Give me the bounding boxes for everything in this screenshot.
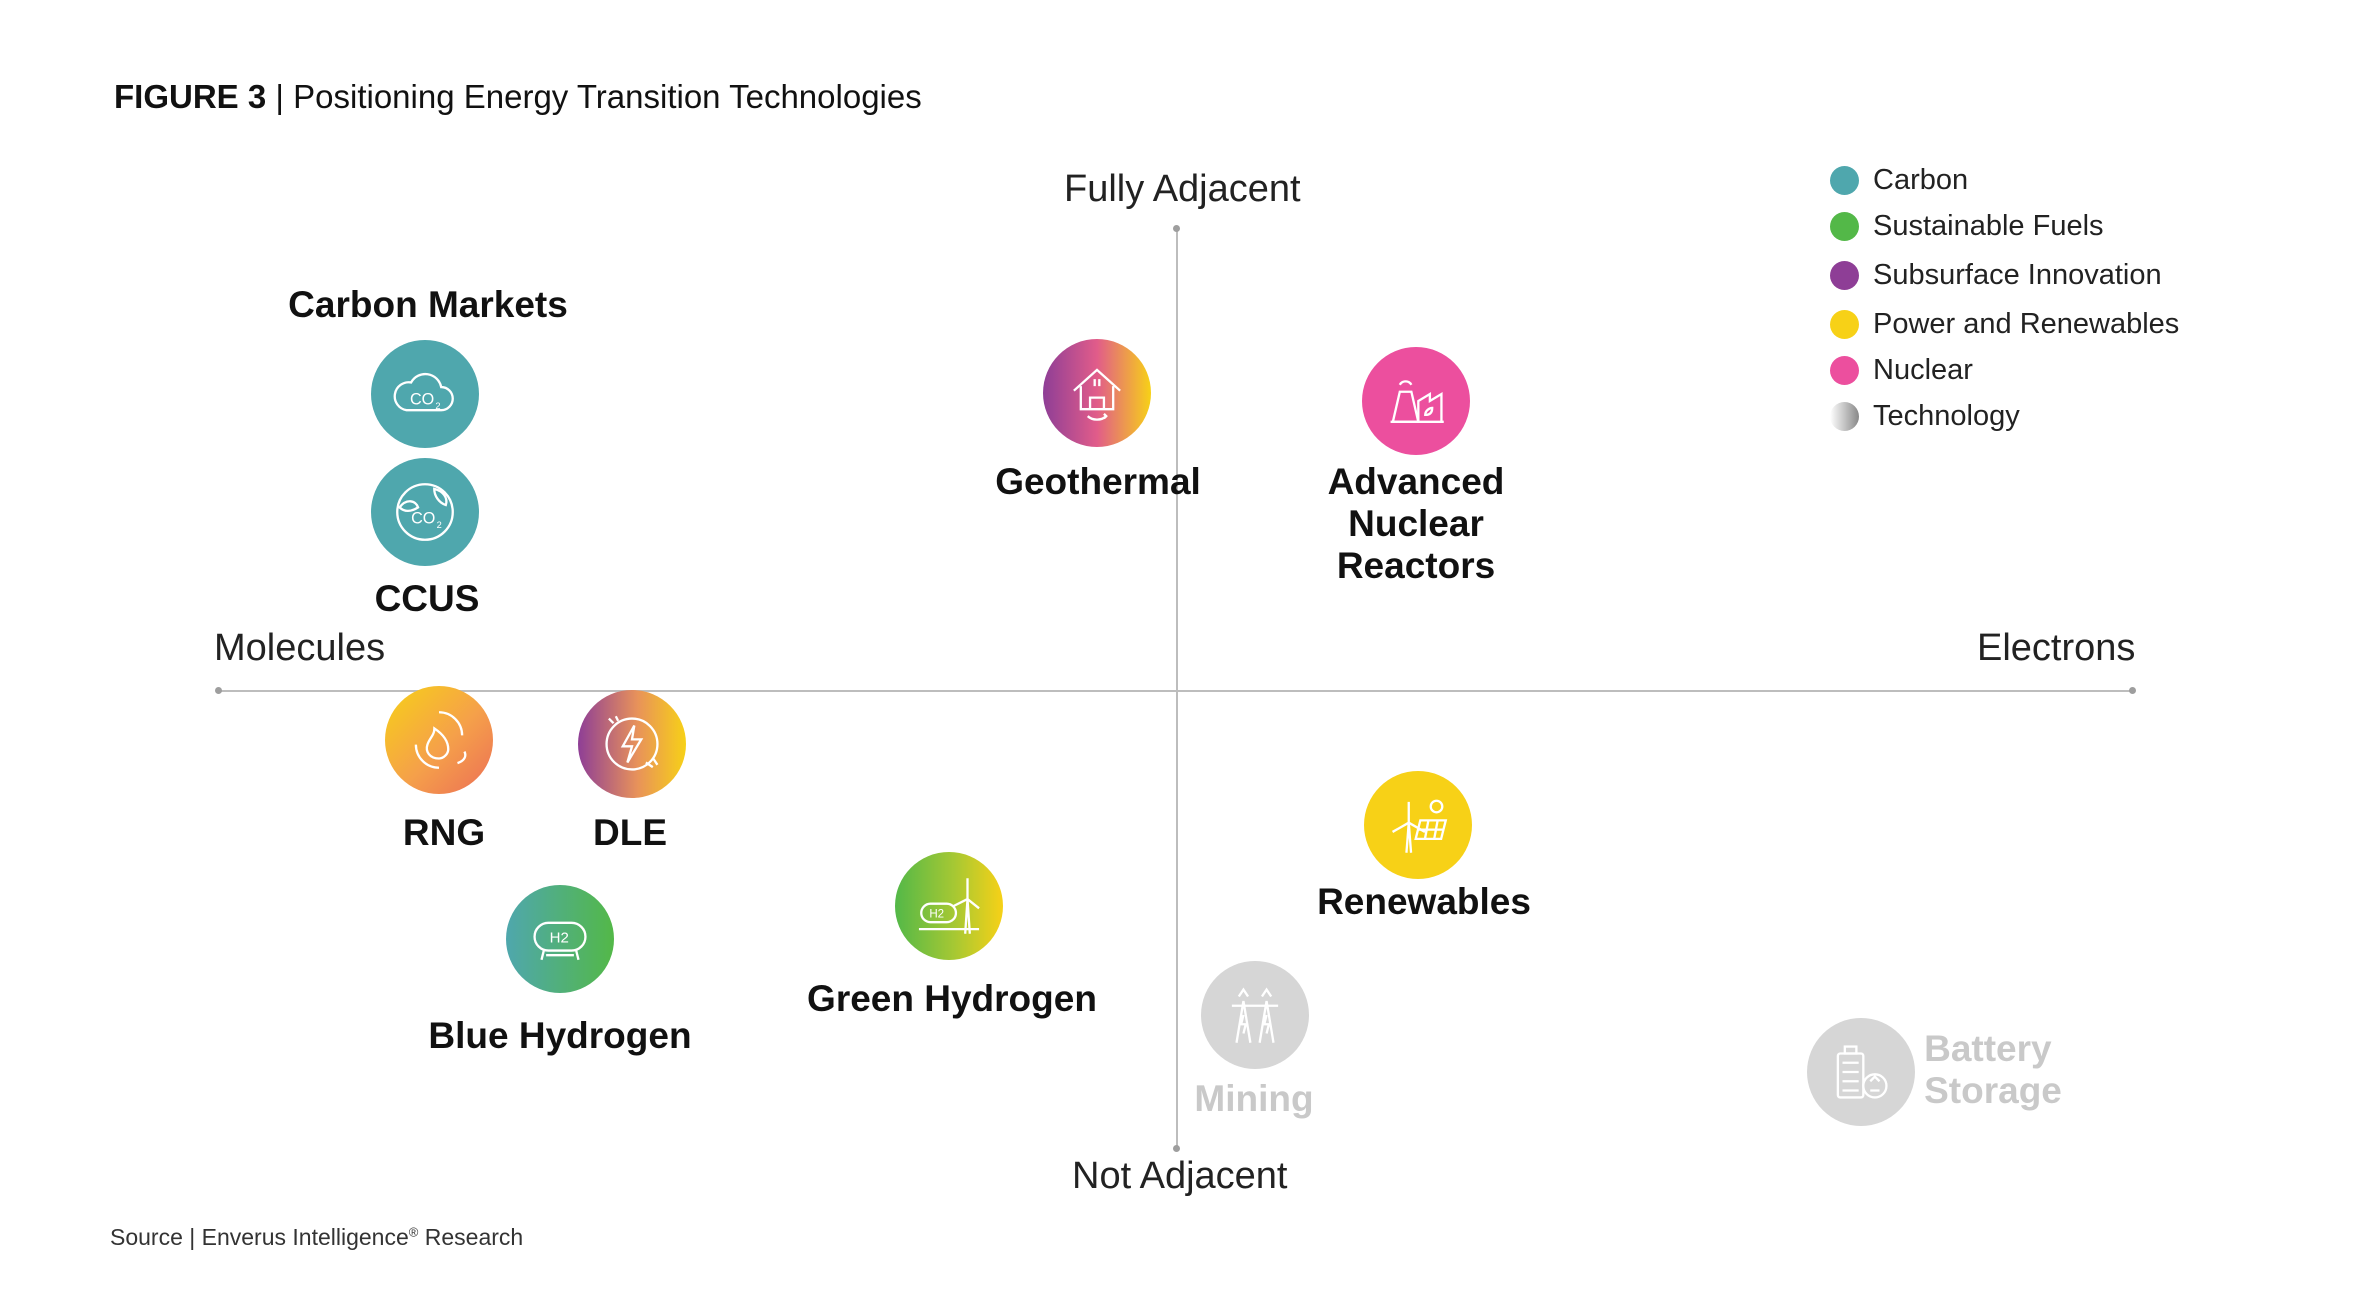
transmission-tower-icon [1231, 987, 1279, 1043]
horizontal-axis [218, 690, 2132, 692]
wind-solar-icon [1391, 799, 1448, 853]
figure-subtitle: Positioning Energy Transition Technologi… [293, 78, 922, 115]
dle-label: DLE [593, 812, 667, 853]
carbon-markets-label: Carbon Markets [288, 284, 568, 325]
axis-end-left [215, 687, 222, 694]
lightning-plug-icon [605, 715, 659, 771]
vertical-axis [1176, 229, 1178, 1149]
advanced-nuclear-node [1362, 347, 1470, 455]
figure-title: FIGURE 3 | Positioning Energy Transition… [114, 78, 922, 116]
legend-swatch-icon [1830, 211, 1859, 241]
battery-storage-line-2: Storage [1924, 1070, 2062, 1111]
advanced-nuclear-line-1: Advanced [1327, 461, 1505, 502]
legend-item-carbon: Carbon [1830, 157, 2179, 203]
source-note: Source | Enverus Intelligence® Research [110, 1224, 523, 1251]
axis-label-bottom: Not Adjacent [1072, 1155, 1288, 1197]
mining-node [1201, 961, 1309, 1069]
legend: Carbon Sustainable Fuels Subsurface Inno… [1830, 157, 2179, 439]
h2-wind-icon: H2 [918, 878, 980, 934]
co2-leaf-icon: CO 2 [396, 483, 454, 541]
svg-text:CO: CO [410, 390, 434, 408]
legend-label: Carbon [1873, 163, 1969, 196]
legend-item-technology: Technology [1830, 393, 2179, 439]
legend-label: Sustainable Fuels [1873, 209, 2104, 242]
svg-text:2: 2 [437, 520, 442, 530]
legend-item-nuclear: Nuclear [1830, 347, 2179, 393]
legend-label: Power and Renewables [1873, 307, 2180, 340]
legend-swatch-icon [1830, 260, 1859, 290]
geothermal-label: Geothermal [995, 461, 1201, 502]
legend-label: Nuclear [1873, 353, 1973, 386]
legend-swatch-icon [1830, 401, 1859, 431]
legend-item-sustainable-fuels: Sustainable Fuels [1830, 203, 2179, 249]
dle-node [578, 690, 686, 798]
advanced-nuclear-label: Advanced Nuclear Reactors [1328, 461, 1505, 587]
legend-label: Subsurface Innovation [1873, 258, 2162, 291]
source-text: Source | Enverus Intelligence [110, 1224, 409, 1250]
legend-item-subsurface-innovation: Subsurface Innovation [1830, 249, 2179, 301]
blue-hydrogen-label: Blue Hydrogen [428, 1015, 692, 1056]
renewables-node [1364, 771, 1472, 879]
ccus-node: CO 2 [371, 458, 479, 566]
green-hydrogen-label: Green Hydrogen [807, 978, 1097, 1019]
mining-label: Mining [1194, 1078, 1314, 1119]
rng-node [385, 686, 493, 794]
axis-end-bottom [1173, 1145, 1180, 1152]
svg-text:CO: CO [411, 510, 435, 528]
battery-recycle-icon [1836, 1045, 1888, 1099]
carbon-markets-node: CO 2 [371, 340, 479, 448]
figure-number: FIGURE 3 [114, 78, 267, 115]
geothermal-node [1043, 339, 1151, 447]
h2-tank-icon: H2 [533, 921, 587, 961]
blue-hydrogen-node: H2 [506, 885, 614, 993]
green-hydrogen-node: H2 [895, 852, 1003, 960]
advanced-nuclear-line-3: Reactors [1336, 545, 1496, 586]
battery-storage-label: Battery Storage [1924, 1028, 2062, 1112]
renewables-label: Renewables [1317, 881, 1531, 922]
axis-label-right: Electrons [1977, 627, 2136, 669]
svg-text:H2: H2 [929, 909, 944, 921]
battery-storage-node [1807, 1018, 1915, 1126]
source-suffix: Research [418, 1224, 524, 1250]
legend-item-power-renewables: Power and Renewables [1830, 301, 2179, 347]
advanced-nuclear-line-2: Nuclear [1348, 503, 1484, 544]
flame-cycle-icon [414, 711, 467, 769]
axis-label-left: Molecules [214, 627, 386, 669]
axis-end-right [2129, 687, 2136, 694]
legend-swatch-icon [1830, 309, 1859, 339]
registered-mark: ® [408, 1224, 419, 1240]
legend-swatch-icon [1830, 165, 1859, 195]
svg-text:2: 2 [435, 401, 440, 411]
rng-label: RNG [402, 812, 486, 853]
house-heat-icon [1073, 368, 1121, 421]
battery-storage-line-1: Battery [1924, 1028, 2052, 1069]
svg-text:H2: H2 [550, 929, 569, 946]
nuclear-plant-icon [1390, 380, 1444, 423]
co2-cloud-icon: CO 2 [393, 372, 454, 412]
legend-label: Technology [1873, 399, 2020, 432]
axis-label-top: Fully Adjacent [1064, 168, 1301, 210]
legend-swatch-icon [1830, 355, 1859, 385]
axis-end-top [1173, 225, 1180, 232]
ccus-label: CCUS [374, 578, 480, 619]
title-separator: | [275, 78, 284, 115]
